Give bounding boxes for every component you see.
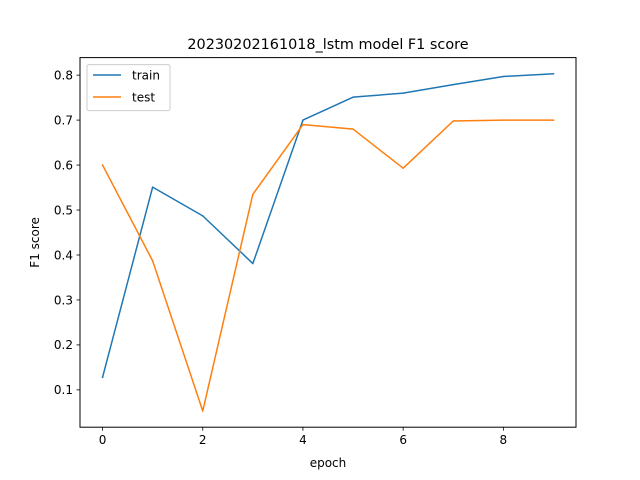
data-point-train-1 — [151, 186, 154, 188]
data-point-test-3 — [252, 193, 254, 196]
data-point-test-0 — [101, 164, 104, 166]
data-point-train-6 — [402, 92, 404, 94]
data-point-train-7 — [452, 83, 454, 86]
x-axis-ticks: 0 2 4 6 8 — [99, 427, 507, 447]
data-point-test-6 — [402, 167, 404, 169]
data-point-train-2 — [202, 215, 204, 217]
data-point-test-4 — [302, 123, 304, 126]
y-tick-label: 0.2 — [54, 338, 73, 352]
y-tick-label: 0.5 — [54, 203, 73, 217]
series-layer — [101, 73, 555, 412]
data-point-train-8 — [502, 75, 505, 78]
data-point-train-5 — [352, 96, 354, 98]
series-line-train — [101, 73, 555, 379]
y-axis-ticks: 0.1 0.2 0.3 0.4 0.5 0.6 0.7 0.8 — [54, 68, 80, 397]
y-tick-label: 0.4 — [54, 248, 73, 262]
y-tick-label: 0.7 — [54, 113, 73, 127]
data-point-test-7 — [452, 120, 454, 122]
legend-box — [86, 64, 171, 112]
x-tick-label: 6 — [399, 433, 407, 447]
x-tick-label: 0 — [99, 433, 107, 447]
x-tick-label: 4 — [299, 433, 307, 447]
data-point-test-8 — [502, 119, 505, 121]
y-tick-label: 0.1 — [54, 383, 73, 397]
data-point-test-2 — [202, 410, 204, 412]
data-point-train-3 — [252, 262, 254, 265]
y-tick-label: 0.6 — [54, 158, 73, 172]
data-point-train-4 — [302, 119, 304, 121]
chart-title: 20230202161018_lstm model F1 score — [187, 37, 468, 53]
y-tick-label: 0.8 — [54, 68, 73, 82]
data-point-train-0 — [101, 376, 104, 379]
x-axis-label: epoch — [310, 456, 347, 470]
data-point-test-1 — [151, 260, 154, 262]
legend-label-train: train — [132, 69, 160, 83]
y-axis-label: F1 score — [28, 217, 42, 268]
series-line-test — [101, 119, 555, 412]
y-tick-label: 0.3 — [54, 293, 73, 307]
x-tick-label: 8 — [500, 433, 508, 447]
plot-frame — [79, 57, 577, 428]
data-point-test-5 — [352, 128, 354, 130]
legend-label-test: test — [132, 91, 155, 105]
legend: train test — [86, 64, 171, 112]
data-point-test-9 — [552, 119, 555, 121]
x-tick-label: 2 — [199, 433, 207, 447]
data-point-train-9 — [552, 73, 555, 75]
